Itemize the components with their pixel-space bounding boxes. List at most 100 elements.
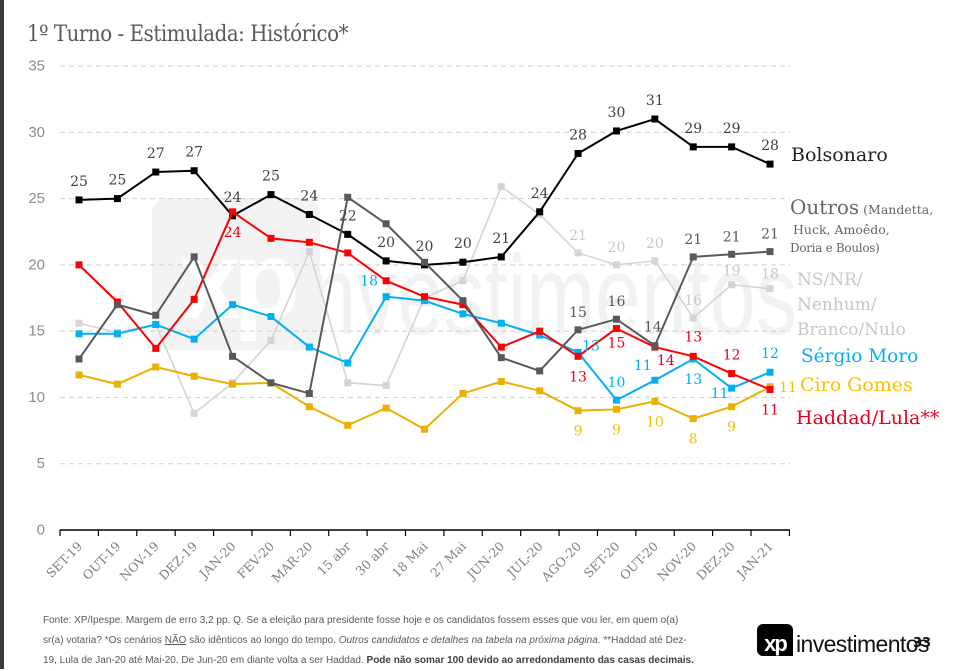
data-label-moro: 11 bbox=[711, 386, 729, 402]
data-point-ns bbox=[267, 336, 275, 344]
data-label-haddad: 13 bbox=[684, 329, 702, 345]
x-tick-label: 30 abr bbox=[352, 539, 392, 579]
data-label-outros: 16 bbox=[608, 294, 626, 310]
data-point-ciro bbox=[113, 380, 121, 388]
data-point-ns bbox=[190, 409, 198, 417]
legend-haddad-lula: Haddad/Lula** bbox=[796, 407, 940, 429]
data-point-ciro bbox=[459, 389, 467, 397]
data-label-ciro: 9 bbox=[727, 420, 736, 436]
data-point-outros bbox=[574, 326, 582, 334]
legend-bolsonaro: Bolsonaro bbox=[791, 144, 888, 166]
data-point-ciro bbox=[229, 380, 237, 388]
data-point-ns bbox=[382, 381, 390, 389]
data-label-moro: 13 bbox=[684, 372, 702, 388]
data-point-haddad bbox=[459, 301, 467, 309]
data-label-outros: 14 bbox=[644, 320, 662, 336]
legend-sergio-moro: Sérgio Moro bbox=[801, 346, 919, 367]
data-point-bolsonaro bbox=[75, 196, 83, 204]
data-point-haddad bbox=[229, 208, 237, 216]
data-point-ciro bbox=[152, 363, 160, 371]
data-point-ns bbox=[459, 277, 467, 285]
data-point-haddad bbox=[421, 293, 429, 301]
data-label-ciro: 8 bbox=[689, 432, 698, 448]
data-label-bolsonaro: 22 bbox=[339, 208, 357, 224]
data-point-moro bbox=[728, 384, 736, 392]
data-point-bolsonaro bbox=[574, 149, 582, 157]
y-tick-label: 5 bbox=[37, 455, 45, 472]
data-point-ns bbox=[612, 261, 620, 269]
data-label-bolsonaro: 28 bbox=[569, 127, 587, 143]
data-point-haddad bbox=[689, 352, 697, 360]
data-point-outros bbox=[267, 379, 275, 387]
y-tick-label: 35 bbox=[28, 58, 45, 75]
data-label-outros: 15 bbox=[569, 305, 587, 321]
data-label-moro: 13 bbox=[582, 338, 600, 354]
data-label-bolsonaro: 31 bbox=[646, 93, 664, 109]
data-point-ciro bbox=[344, 421, 352, 429]
data-point-ciro bbox=[421, 425, 429, 433]
data-label-ciro: 9 bbox=[574, 424, 583, 440]
data-label-ns: 21 bbox=[569, 228, 587, 244]
data-label-moro: 11 bbox=[634, 358, 652, 374]
data-point-ns bbox=[689, 314, 697, 322]
x-tick-label: 27 Mai bbox=[427, 539, 469, 581]
data-label-ciro: 10 bbox=[646, 414, 664, 430]
data-point-haddad bbox=[497, 343, 505, 351]
watermark-text: investimentos bbox=[292, 233, 797, 358]
data-point-moro bbox=[344, 359, 352, 367]
series-layer bbox=[75, 115, 774, 433]
y-tick-label: 0 bbox=[37, 522, 45, 539]
x-tick-label: SET-19 bbox=[43, 538, 85, 580]
footnote-text: 19, Lula de Jan-20 até Mai-20. De Jun-20… bbox=[43, 655, 367, 666]
x-tick-label: NOV-20 bbox=[654, 538, 699, 583]
footnote-underlined: NÃO bbox=[164, 635, 187, 646]
data-label-bolsonaro: 28 bbox=[761, 138, 779, 154]
x-tick-label: 15 abr bbox=[314, 539, 354, 579]
data-point-ciro bbox=[612, 405, 620, 413]
data-point-moro bbox=[382, 293, 390, 301]
data-point-moro bbox=[75, 330, 83, 338]
legend-ns-line2: Nenhum/ bbox=[797, 295, 877, 315]
data-label-bolsonaro: 20 bbox=[416, 239, 434, 255]
data-point-bolsonaro bbox=[497, 253, 505, 261]
footnote-italic: Outros candidatos e detalhes na tabela n… bbox=[338, 635, 598, 646]
data-label-ciro: 11 bbox=[779, 380, 797, 396]
data-point-ciro bbox=[651, 397, 659, 405]
data-point-outros bbox=[612, 315, 620, 323]
data-point-moro bbox=[305, 343, 313, 351]
data-point-ns bbox=[75, 319, 83, 327]
x-axis: SET-19OUT-19NOV-19DEZ-19JAN-20FEV-20MAR-… bbox=[43, 529, 791, 585]
data-point-bolsonaro bbox=[344, 230, 352, 238]
data-label-haddad: 11 bbox=[761, 402, 779, 418]
data-point-moro bbox=[651, 376, 659, 384]
data-point-haddad bbox=[536, 327, 544, 335]
data-point-bolsonaro bbox=[382, 257, 390, 265]
data-point-outros bbox=[421, 258, 429, 266]
data-point-haddad bbox=[728, 370, 736, 378]
data-point-outros bbox=[344, 193, 352, 201]
x-tick-label: JAN-20 bbox=[195, 538, 239, 582]
y-tick-label: 20 bbox=[28, 256, 45, 273]
data-point-bolsonaro bbox=[728, 143, 736, 151]
data-point-haddad bbox=[382, 277, 390, 285]
data-label-ns: 20 bbox=[608, 240, 626, 256]
data-point-outros bbox=[229, 352, 237, 360]
data-label-outros: 21 bbox=[761, 227, 779, 243]
series-line-ciro bbox=[78, 365, 771, 431]
x-tick-label: DEZ-20 bbox=[693, 538, 738, 583]
x-tick-label: SET-20 bbox=[580, 538, 622, 580]
data-label-bolsonaro: 20 bbox=[377, 235, 395, 251]
data-point-outros bbox=[459, 297, 467, 305]
legend-ns-nr: NS/NR/ Nenhum/ Branco/Nulo bbox=[797, 268, 906, 343]
data-point-ns bbox=[305, 248, 313, 256]
data-label-bolsonaro: 30 bbox=[608, 105, 626, 121]
left-edge-bar bbox=[0, 0, 4, 669]
data-point-bolsonaro bbox=[229, 212, 237, 220]
chart-title: 1º Turno - Estimulada: Histórico* bbox=[27, 22, 349, 47]
x-tick-label: JAN-21 bbox=[732, 539, 776, 583]
footnote-text: são idênticos ao longo do tempo. bbox=[186, 635, 339, 646]
footnote-line-3: 19, Lula de Jan-20 até Mai-20. De Jun-20… bbox=[43, 651, 753, 671]
data-point-bolsonaro bbox=[459, 258, 467, 266]
data-point-ciro bbox=[536, 387, 544, 395]
